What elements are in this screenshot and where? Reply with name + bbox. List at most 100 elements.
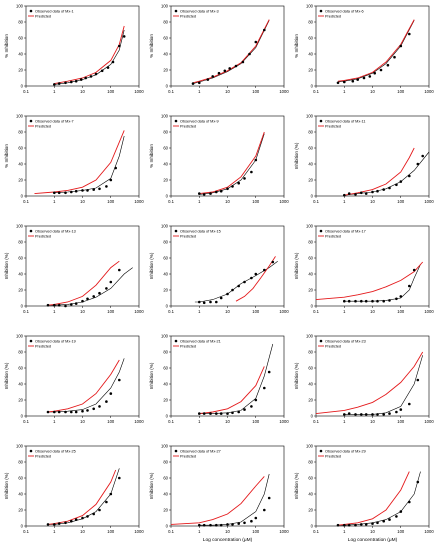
observed-point	[348, 524, 351, 527]
observed-point	[343, 524, 346, 527]
y-tick-label: 20	[308, 508, 313, 513]
observed-point	[58, 304, 61, 307]
fitted-curve	[54, 136, 124, 193]
observed-point	[395, 298, 398, 301]
observed-point	[243, 177, 246, 180]
x-tick-label: 1000	[134, 199, 144, 204]
chart-panel-7: 0204060801000.11101001000Inhibition (%)O…	[4, 224, 144, 315]
y-tick-label: 100	[306, 334, 314, 339]
observed-point	[243, 522, 246, 525]
observed-point	[365, 523, 368, 526]
x-tick-label: 10	[80, 419, 85, 424]
observed-point	[354, 193, 357, 196]
y-tick-label: 80	[308, 130, 313, 135]
y-tick-label: 60	[18, 366, 23, 371]
x-tick-label: 0.1	[23, 529, 29, 534]
x-tick-label: 0.1	[23, 419, 29, 424]
y-tick-label: 40	[18, 52, 23, 57]
y-tick-label: 0	[311, 194, 314, 199]
observed-point	[388, 187, 391, 190]
chart-panel-11: 0204060801000.11101001000Inhibition (%)O…	[149, 334, 289, 425]
chart-panel-14: 0204060801000.11101001000Inhibition (%)L…	[149, 444, 289, 544]
observed-point	[380, 69, 383, 72]
legend-observed-label: Observed data of Mx-9	[180, 120, 219, 124]
x-tick-label: 1000	[134, 89, 144, 94]
x-tick-label: 0.1	[313, 89, 319, 94]
x-tick-label: 1	[343, 529, 346, 534]
y-axis-label: Inhibition (%)	[4, 362, 9, 389]
observed-point	[250, 405, 253, 408]
observed-point	[220, 412, 223, 415]
x-tick-label: 1000	[279, 529, 289, 534]
observed-point	[388, 518, 391, 521]
legend-predicted-label: Predicted	[325, 125, 341, 129]
legend-observed-marker	[30, 120, 33, 123]
observed-point	[237, 182, 240, 185]
x-tick-label: 10	[80, 199, 85, 204]
y-tick-label: 60	[308, 146, 313, 151]
y-tick-label: 20	[18, 178, 23, 183]
legend-observed-label: Observed data of Mx-25	[35, 450, 76, 454]
observed-point	[207, 78, 210, 81]
observed-point	[348, 300, 351, 303]
y-tick-label: 100	[161, 224, 169, 229]
x-tick-label: 0.1	[168, 529, 174, 534]
observed-point	[75, 190, 78, 193]
y-tick-label: 0	[311, 414, 314, 419]
y-tick-label: 100	[16, 114, 24, 119]
y-tick-label: 20	[18, 508, 23, 513]
observed-point	[112, 61, 115, 64]
observed-point	[64, 522, 67, 525]
y-tick-label: 20	[18, 288, 23, 293]
x-tick-label: 1000	[134, 529, 144, 534]
x-tick-label: 1000	[134, 419, 144, 424]
legend-predicted-label: Predicted	[35, 455, 51, 459]
x-tick-label: 1000	[279, 309, 289, 314]
y-tick-label: 100	[16, 4, 24, 9]
y-tick-label: 40	[163, 162, 168, 167]
observed-point	[272, 261, 275, 264]
y-tick-label: 100	[161, 334, 169, 339]
observed-point	[47, 304, 50, 307]
legend-observed-marker	[175, 230, 178, 233]
observed-point	[80, 78, 83, 81]
x-tick-label: 1	[343, 199, 346, 204]
fitted-curve	[54, 30, 124, 84]
observed-point	[400, 45, 403, 48]
predicted-curve	[171, 476, 264, 524]
observed-point	[343, 81, 346, 84]
y-tick-label: 80	[163, 20, 168, 25]
observed-point	[84, 77, 87, 80]
predicted-curve	[48, 261, 119, 305]
observed-point	[400, 180, 403, 183]
legend-observed-marker	[175, 340, 178, 343]
observed-point	[64, 305, 67, 308]
x-tick-label: 10	[225, 419, 230, 424]
y-tick-label: 40	[18, 492, 23, 497]
observed-point	[348, 192, 351, 195]
x-tick-label: 10	[80, 89, 85, 94]
x-tick-label: 100	[107, 309, 115, 314]
y-tick-label: 20	[163, 398, 168, 403]
observed-point	[354, 524, 357, 527]
x-tick-label: 10	[225, 309, 230, 314]
y-tick-label: 40	[18, 382, 23, 387]
x-tick-label: 1000	[279, 199, 289, 204]
legend-predicted-label: Predicted	[180, 125, 196, 129]
y-tick-label: 40	[308, 492, 313, 497]
y-tick-label: 40	[18, 272, 23, 277]
legend-observed-marker	[320, 120, 323, 123]
observed-point	[255, 273, 258, 276]
observed-point	[53, 304, 56, 307]
y-tick-label: 20	[308, 288, 313, 293]
observed-point	[110, 281, 113, 284]
legend-observed-label: Observed data of Mx-27	[180, 450, 221, 454]
fitted-curve	[48, 468, 119, 524]
observed-point	[354, 413, 357, 416]
legend-observed-marker	[30, 10, 33, 13]
observed-point	[268, 371, 271, 374]
y-axis-label: % Inhibition	[149, 34, 154, 58]
y-tick-label: 60	[163, 366, 168, 371]
x-tick-label: 1	[53, 199, 56, 204]
fitted-curve	[344, 152, 429, 195]
